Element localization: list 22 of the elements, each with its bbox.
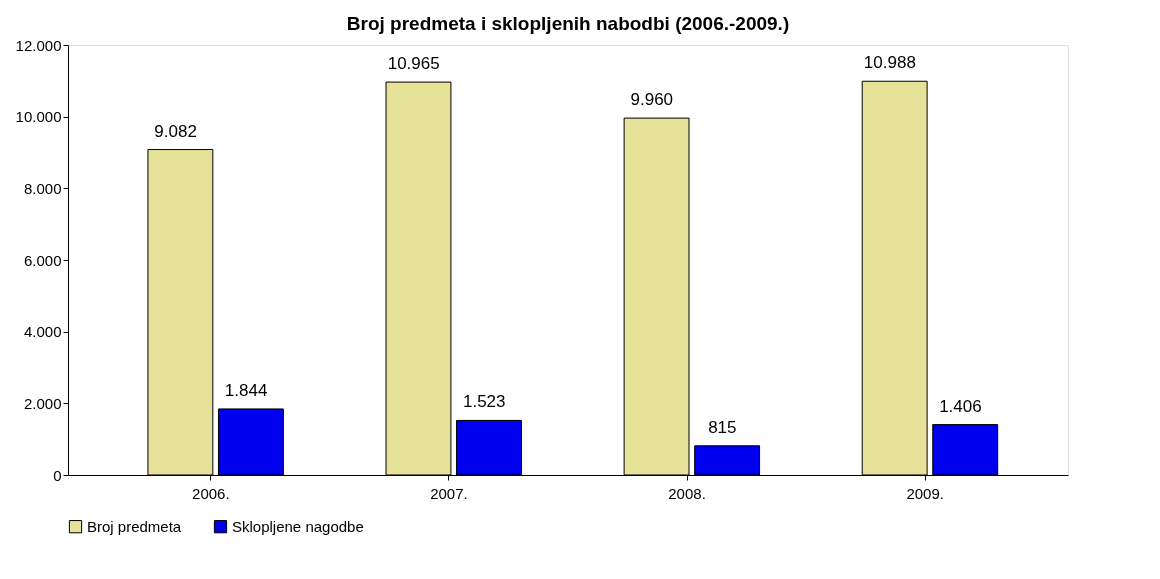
data-label: 815 [708, 417, 737, 437]
legend-label: Sklopljene nagodbe [232, 517, 364, 535]
y-tick-label: 10.000 [15, 108, 62, 126]
data-label: 10.965 [387, 54, 440, 74]
y-tick-label: 6.000 [23, 251, 62, 269]
y-tick-label: 8.000 [23, 179, 62, 197]
x-tick-label: 2008. [668, 484, 706, 502]
legend-label: Broj predmeta [87, 517, 182, 535]
data-label: 1.844 [224, 380, 268, 400]
data-label: 10.988 [863, 53, 916, 73]
y-tick-label: 4.000 [23, 323, 62, 341]
data-label: 1.406 [939, 396, 982, 416]
y-tick-label: 2.000 [23, 394, 62, 412]
y-tick-label: 0 [53, 466, 62, 484]
data-label: 9.082 [154, 121, 197, 141]
x-tick-label: 2007. [430, 484, 468, 502]
data-label: 1.523 [462, 392, 506, 412]
chart-title: Broj predmeta i sklopljenih nabodbi (2006.-2009.) [346, 13, 790, 34]
y-tick-label: 12.000 [15, 36, 62, 54]
data-label: 9.960 [630, 90, 674, 110]
x-tick-label: 2006. [192, 484, 230, 502]
x-tick-label: 2009. [906, 484, 944, 502]
